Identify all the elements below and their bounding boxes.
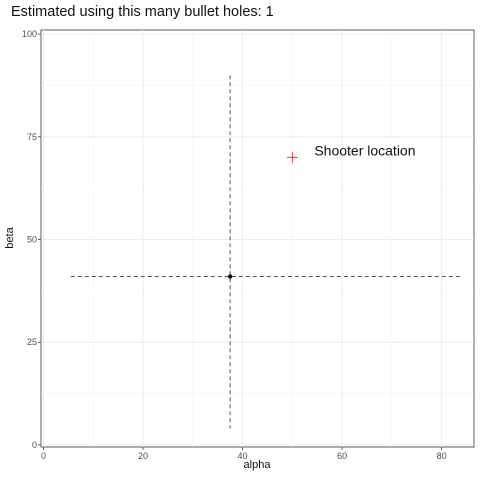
y-tick-label: 75 [27, 132, 37, 142]
y-axis-title: beta [4, 226, 16, 248]
major-gridlines [41, 30, 474, 447]
y-tick-label: 50 [27, 235, 37, 245]
estimate-point [227, 274, 233, 279]
chart-marks: Shooter location [70, 75, 462, 429]
x-tick-label: 20 [138, 451, 148, 461]
x-tick-label: 40 [238, 451, 248, 461]
minor-gridlines [41, 30, 474, 447]
y-tick-label: 25 [27, 337, 37, 347]
axis-ticks: 0 20 40 60 80 0 25 50 75 100 [22, 29, 447, 461]
chart-title: Estimated using this many bullet holes: … [11, 4, 274, 20]
y-tick-label: 0 [32, 440, 37, 450]
x-tick-label: 0 [41, 451, 46, 461]
shooter-label: Shooter location [314, 142, 415, 158]
x-axis-title: alpha [244, 459, 272, 471]
x-tick-label: 60 [337, 451, 347, 461]
plot-panel [40, 29, 475, 448]
x-tick-label: 80 [437, 451, 447, 461]
y-tick-label: 100 [22, 29, 37, 39]
